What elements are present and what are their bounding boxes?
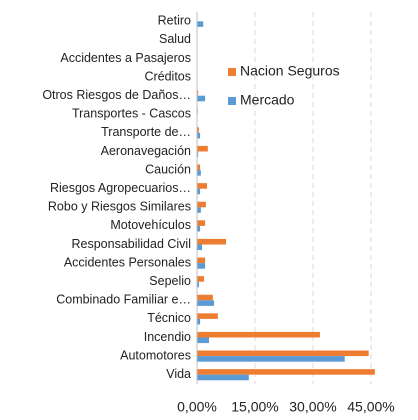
- y-tick-label: Sepelio: [149, 274, 191, 288]
- y-tick-label: Vida: [166, 367, 191, 381]
- y-tick-label: Aeronavegación: [101, 144, 191, 158]
- y-tick-label: Créditos: [144, 69, 191, 83]
- y-tick-label: Accidentes a Pasajeros: [60, 51, 191, 65]
- bar: [197, 369, 375, 375]
- bar: [197, 318, 201, 325]
- x-tick-label: 0,00%: [177, 399, 217, 415]
- legend-label: Mercado: [240, 92, 295, 108]
- bar: [197, 183, 208, 189]
- bar: [197, 220, 206, 226]
- bar: [197, 127, 199, 133]
- bar: [197, 374, 249, 381]
- legend-swatch: [228, 97, 236, 105]
- bar: [197, 257, 206, 264]
- bar: [197, 21, 204, 27]
- bar: [197, 151, 199, 158]
- bar: [197, 132, 201, 139]
- y-tick-label: Transportes - Cascos: [72, 107, 191, 121]
- bar: [197, 238, 226, 245]
- bar: [197, 300, 215, 306]
- y-tick-label: Caución: [145, 162, 191, 176]
- bar: [197, 170, 201, 176]
- bar: [197, 331, 320, 338]
- legend-label: Nacion Seguros: [240, 63, 340, 79]
- legend-swatch: [228, 68, 236, 76]
- bar: [197, 294, 213, 301]
- y-tick-label: Accidentes Personales: [64, 255, 191, 269]
- y-tick-label: Incendio: [144, 330, 191, 344]
- y-tick-label: Combinado Familiar e…: [56, 293, 191, 307]
- x-tick-label: 30,00%: [289, 399, 336, 415]
- x-tick-label: 15,00%: [231, 399, 278, 415]
- bar: [197, 281, 199, 288]
- bar: [197, 145, 208, 152]
- y-tick-label: Transporte de…: [101, 125, 191, 139]
- y-tick-label: Salud: [159, 32, 191, 46]
- y-tick-label: Técnico: [147, 311, 191, 325]
- bar: [197, 244, 203, 251]
- bar: [197, 164, 201, 171]
- bar: [197, 313, 218, 319]
- bar: [197, 201, 206, 208]
- y-tick-label: Robo y Riesgos Similares: [48, 200, 191, 214]
- y-tick-label: Otros Riesgos de Daños…: [42, 88, 191, 102]
- y-tick-label: Riesgos Agropecuarios…: [50, 181, 191, 195]
- y-tick-label: Responsabilidad Civil: [71, 237, 191, 251]
- bar: [197, 263, 206, 269]
- bar: [197, 350, 369, 357]
- y-tick-label: Automotores: [120, 348, 191, 362]
- y-tick-label: Motovehículos: [110, 218, 191, 232]
- bar: [197, 276, 204, 282]
- bar: [197, 225, 201, 232]
- x-tick-label: 45,00%: [347, 399, 394, 415]
- bar: [197, 188, 201, 195]
- bar: [197, 95, 206, 102]
- bar: [197, 90, 199, 96]
- bar: [197, 356, 345, 362]
- bar: [197, 207, 201, 213]
- y-tick-label: Retiro: [158, 14, 191, 28]
- bar: [197, 337, 209, 344]
